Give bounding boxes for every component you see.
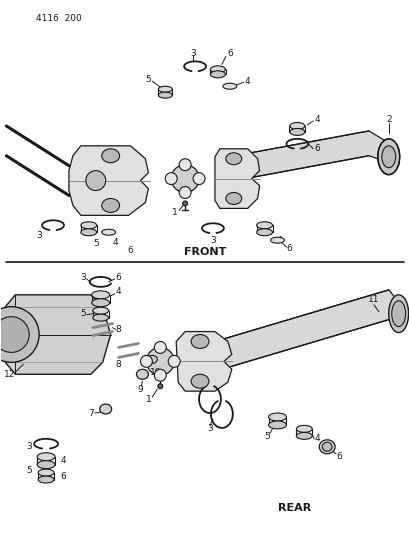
Polygon shape: [234, 131, 398, 181]
Text: 3: 3: [207, 424, 212, 433]
Text: 4: 4: [112, 238, 118, 247]
Ellipse shape: [101, 149, 119, 163]
Ellipse shape: [99, 404, 111, 414]
Circle shape: [154, 342, 166, 353]
Circle shape: [171, 165, 198, 192]
Polygon shape: [69, 146, 148, 215]
Ellipse shape: [225, 153, 241, 165]
Ellipse shape: [289, 123, 304, 130]
Text: 4: 4: [60, 456, 65, 465]
Ellipse shape: [38, 469, 54, 476]
Circle shape: [0, 317, 29, 352]
Ellipse shape: [81, 222, 97, 229]
Text: 9: 9: [137, 385, 143, 394]
Text: 7: 7: [88, 409, 93, 418]
Circle shape: [193, 173, 204, 184]
Polygon shape: [176, 332, 231, 391]
Text: FRONT: FRONT: [183, 247, 226, 257]
Polygon shape: [204, 290, 402, 374]
Ellipse shape: [191, 335, 209, 349]
Circle shape: [85, 171, 106, 190]
Ellipse shape: [225, 192, 241, 205]
Text: 4: 4: [276, 236, 282, 245]
Ellipse shape: [321, 442, 331, 451]
Text: 3: 3: [26, 442, 32, 451]
Ellipse shape: [256, 222, 272, 229]
Ellipse shape: [191, 374, 209, 388]
Text: 8: 8: [115, 360, 121, 369]
Ellipse shape: [92, 299, 109, 306]
Text: 2: 2: [385, 115, 391, 124]
Text: 1: 1: [145, 394, 151, 403]
Text: 5: 5: [26, 466, 32, 475]
Text: 4116  200: 4116 200: [36, 14, 82, 23]
Ellipse shape: [296, 425, 312, 432]
Circle shape: [146, 348, 174, 375]
Text: 12: 12: [4, 370, 15, 379]
Ellipse shape: [92, 291, 109, 299]
Ellipse shape: [296, 432, 312, 439]
Text: 4: 4: [314, 115, 319, 124]
Text: 3: 3: [209, 236, 215, 245]
Ellipse shape: [210, 66, 225, 73]
Circle shape: [179, 187, 191, 198]
Text: 6: 6: [335, 452, 341, 461]
Ellipse shape: [37, 461, 55, 469]
Text: 6: 6: [286, 244, 292, 253]
Text: 6: 6: [314, 144, 319, 154]
Text: 5: 5: [264, 432, 270, 441]
Circle shape: [154, 369, 166, 381]
Ellipse shape: [158, 92, 172, 98]
Ellipse shape: [136, 369, 148, 379]
Text: 10: 10: [149, 368, 161, 377]
Ellipse shape: [289, 128, 304, 135]
Text: 6: 6: [127, 246, 133, 255]
Ellipse shape: [270, 237, 284, 243]
Ellipse shape: [101, 229, 115, 235]
Ellipse shape: [38, 476, 54, 483]
Circle shape: [182, 201, 187, 206]
Circle shape: [165, 173, 177, 184]
Ellipse shape: [388, 295, 408, 333]
Text: 6: 6: [227, 49, 232, 58]
Ellipse shape: [391, 301, 405, 327]
Ellipse shape: [37, 453, 55, 461]
Text: 6: 6: [115, 273, 121, 282]
Ellipse shape: [268, 413, 286, 421]
Text: 5: 5: [93, 239, 99, 248]
Ellipse shape: [381, 146, 395, 168]
Text: 1: 1: [172, 208, 178, 217]
Text: 3: 3: [36, 231, 42, 240]
Circle shape: [157, 384, 162, 389]
Text: 11: 11: [367, 295, 379, 304]
Text: 3: 3: [190, 49, 196, 58]
Ellipse shape: [81, 229, 97, 236]
Ellipse shape: [319, 440, 334, 454]
Ellipse shape: [268, 421, 286, 429]
Ellipse shape: [210, 71, 225, 78]
Text: 4: 4: [115, 287, 121, 296]
Polygon shape: [1, 295, 110, 374]
Ellipse shape: [256, 229, 272, 236]
Circle shape: [179, 159, 191, 171]
Ellipse shape: [158, 86, 172, 92]
Text: REAR: REAR: [277, 503, 310, 513]
Ellipse shape: [92, 314, 108, 321]
Text: 5: 5: [145, 75, 151, 84]
Ellipse shape: [222, 83, 236, 89]
Ellipse shape: [101, 198, 119, 212]
Text: 4: 4: [314, 434, 319, 443]
Ellipse shape: [377, 139, 399, 175]
Circle shape: [168, 356, 180, 367]
Ellipse shape: [147, 356, 157, 364]
Text: 8: 8: [115, 325, 121, 334]
Text: 6: 6: [60, 472, 66, 481]
Text: 4: 4: [244, 77, 250, 86]
Ellipse shape: [92, 307, 108, 314]
Text: 5: 5: [80, 309, 85, 318]
Circle shape: [0, 306, 39, 362]
Text: 3: 3: [80, 273, 85, 282]
Polygon shape: [214, 149, 259, 208]
Circle shape: [140, 356, 152, 367]
